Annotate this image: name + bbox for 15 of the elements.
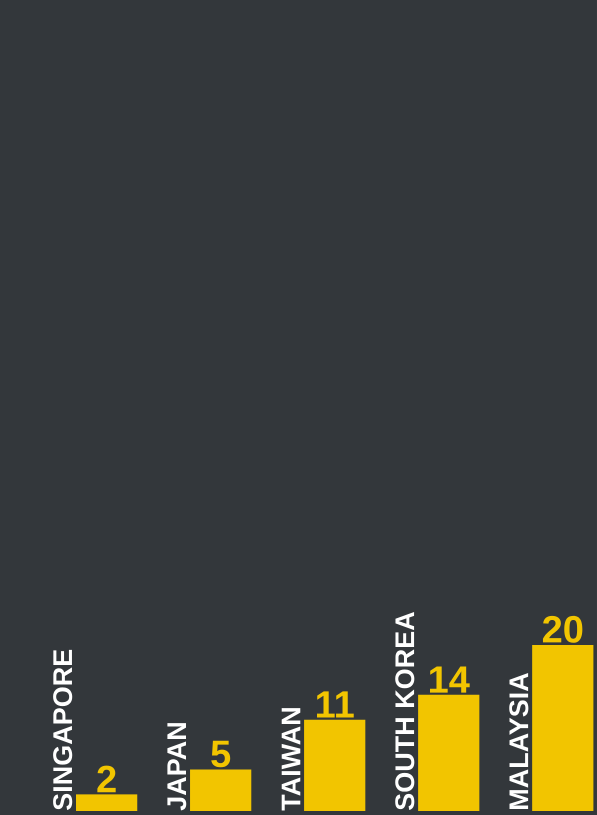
- x-tick-label: TAIWAN: [282, 708, 300, 810]
- x-tick-label: SOUTH KOREA: [395, 612, 414, 810]
- bar: [532, 644, 594, 811]
- bar: [76, 794, 138, 811]
- bar: [190, 769, 252, 811]
- x-tick-label: MALAYSIA: [509, 672, 528, 809]
- data-label: 11: [317, 691, 354, 718]
- data-label: 20: [542, 616, 582, 643]
- bar: [304, 720, 366, 811]
- x-tick-label: SINGAPORE: [53, 650, 72, 810]
- data-label: 14: [430, 666, 470, 693]
- data-label: 5: [211, 740, 230, 768]
- x-tick-label: JAPAN: [167, 723, 186, 810]
- data-label: 2: [97, 766, 116, 792]
- bar: [418, 694, 480, 811]
